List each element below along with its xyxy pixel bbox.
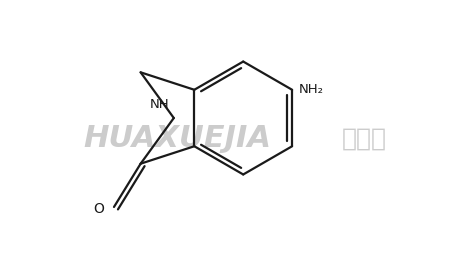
Text: O: O xyxy=(93,202,104,216)
Text: NH: NH xyxy=(150,98,170,111)
Text: NH₂: NH₂ xyxy=(299,83,324,96)
Text: 化学加: 化学加 xyxy=(342,127,387,150)
Text: HUAXUEJIA: HUAXUEJIA xyxy=(84,124,271,153)
